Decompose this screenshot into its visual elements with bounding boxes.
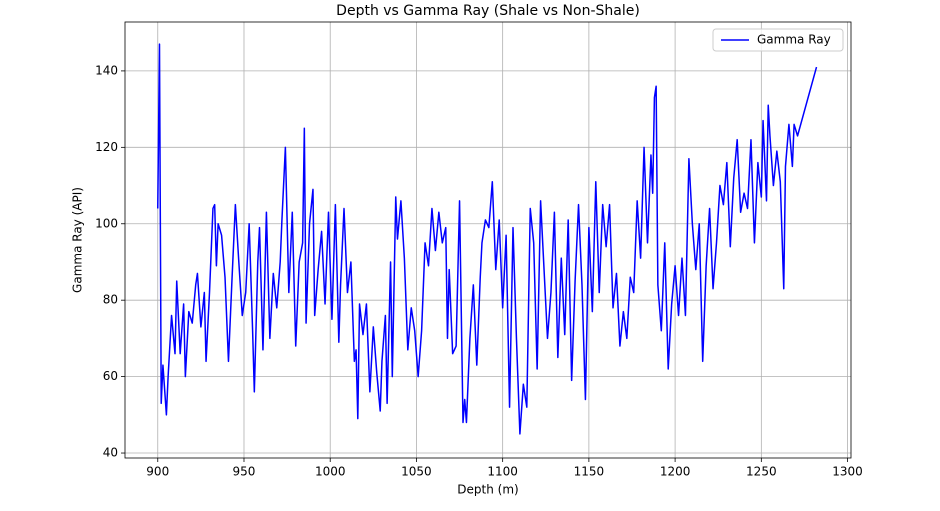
x-tick-label: 950 [233, 465, 256, 479]
x-tick-label: 900 [146, 465, 169, 479]
y-tick-label: 120 [95, 140, 118, 154]
x-tick-label: 1250 [746, 465, 777, 479]
y-tick-label: 60 [103, 369, 118, 383]
y-tick-label: 140 [95, 63, 118, 77]
y-tick-label: 100 [95, 216, 118, 230]
y-tick-label: 80 [103, 293, 118, 307]
y-axis-label: Gamma Ray (API) [71, 187, 85, 293]
x-tick-label: 1100 [487, 465, 518, 479]
data-line [157, 43, 818, 435]
plot-frame [124, 21, 852, 459]
x-tick-label: 1050 [401, 465, 432, 479]
x-tick-label: 1300 [832, 465, 863, 479]
legend-box [712, 28, 844, 52]
x-tick-label: 1200 [660, 465, 691, 479]
y-tick-label: 40 [103, 446, 118, 460]
x-tick-label: 1000 [315, 465, 346, 479]
chart-title: Depth vs Gamma Ray (Shale vs Non-Shale) [336, 3, 640, 19]
x-axis-label: Depth (m) [457, 483, 518, 497]
x-tick-label: 1150 [574, 465, 605, 479]
legend-label: Gamma Ray [757, 33, 831, 47]
legend: Gamma Ray [712, 28, 844, 52]
